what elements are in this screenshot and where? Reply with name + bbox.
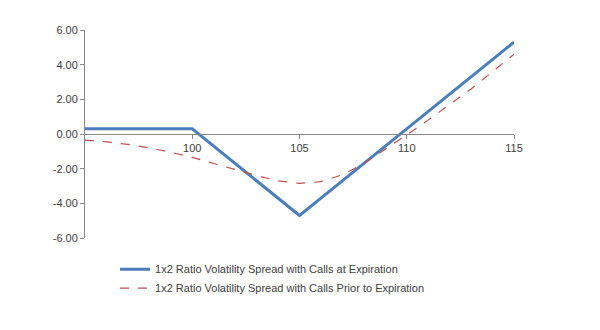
svg-text:115: 115: [505, 142, 523, 154]
svg-text:-4.00: -4.00: [53, 197, 78, 209]
svg-text:6.00: 6.00: [56, 24, 77, 36]
svg-text:100: 100: [183, 142, 201, 154]
svg-text:110: 110: [398, 142, 416, 154]
svg-text:-6.00: -6.00: [53, 232, 78, 244]
svg-text:1x2 Ratio Volatility Spread wi: 1x2 Ratio Volatility Spread with Calls P…: [155, 282, 424, 294]
svg-text:1x2 Ratio Volatility Spread wi: 1x2 Ratio Volatility Spread with Calls a…: [155, 263, 398, 275]
svg-text:105: 105: [290, 142, 308, 154]
svg-text:2.00: 2.00: [56, 93, 77, 105]
svg-text:0.00: 0.00: [56, 128, 77, 140]
svg-text:-2.00: -2.00: [53, 163, 78, 175]
svg-text:4.00: 4.00: [56, 59, 77, 71]
